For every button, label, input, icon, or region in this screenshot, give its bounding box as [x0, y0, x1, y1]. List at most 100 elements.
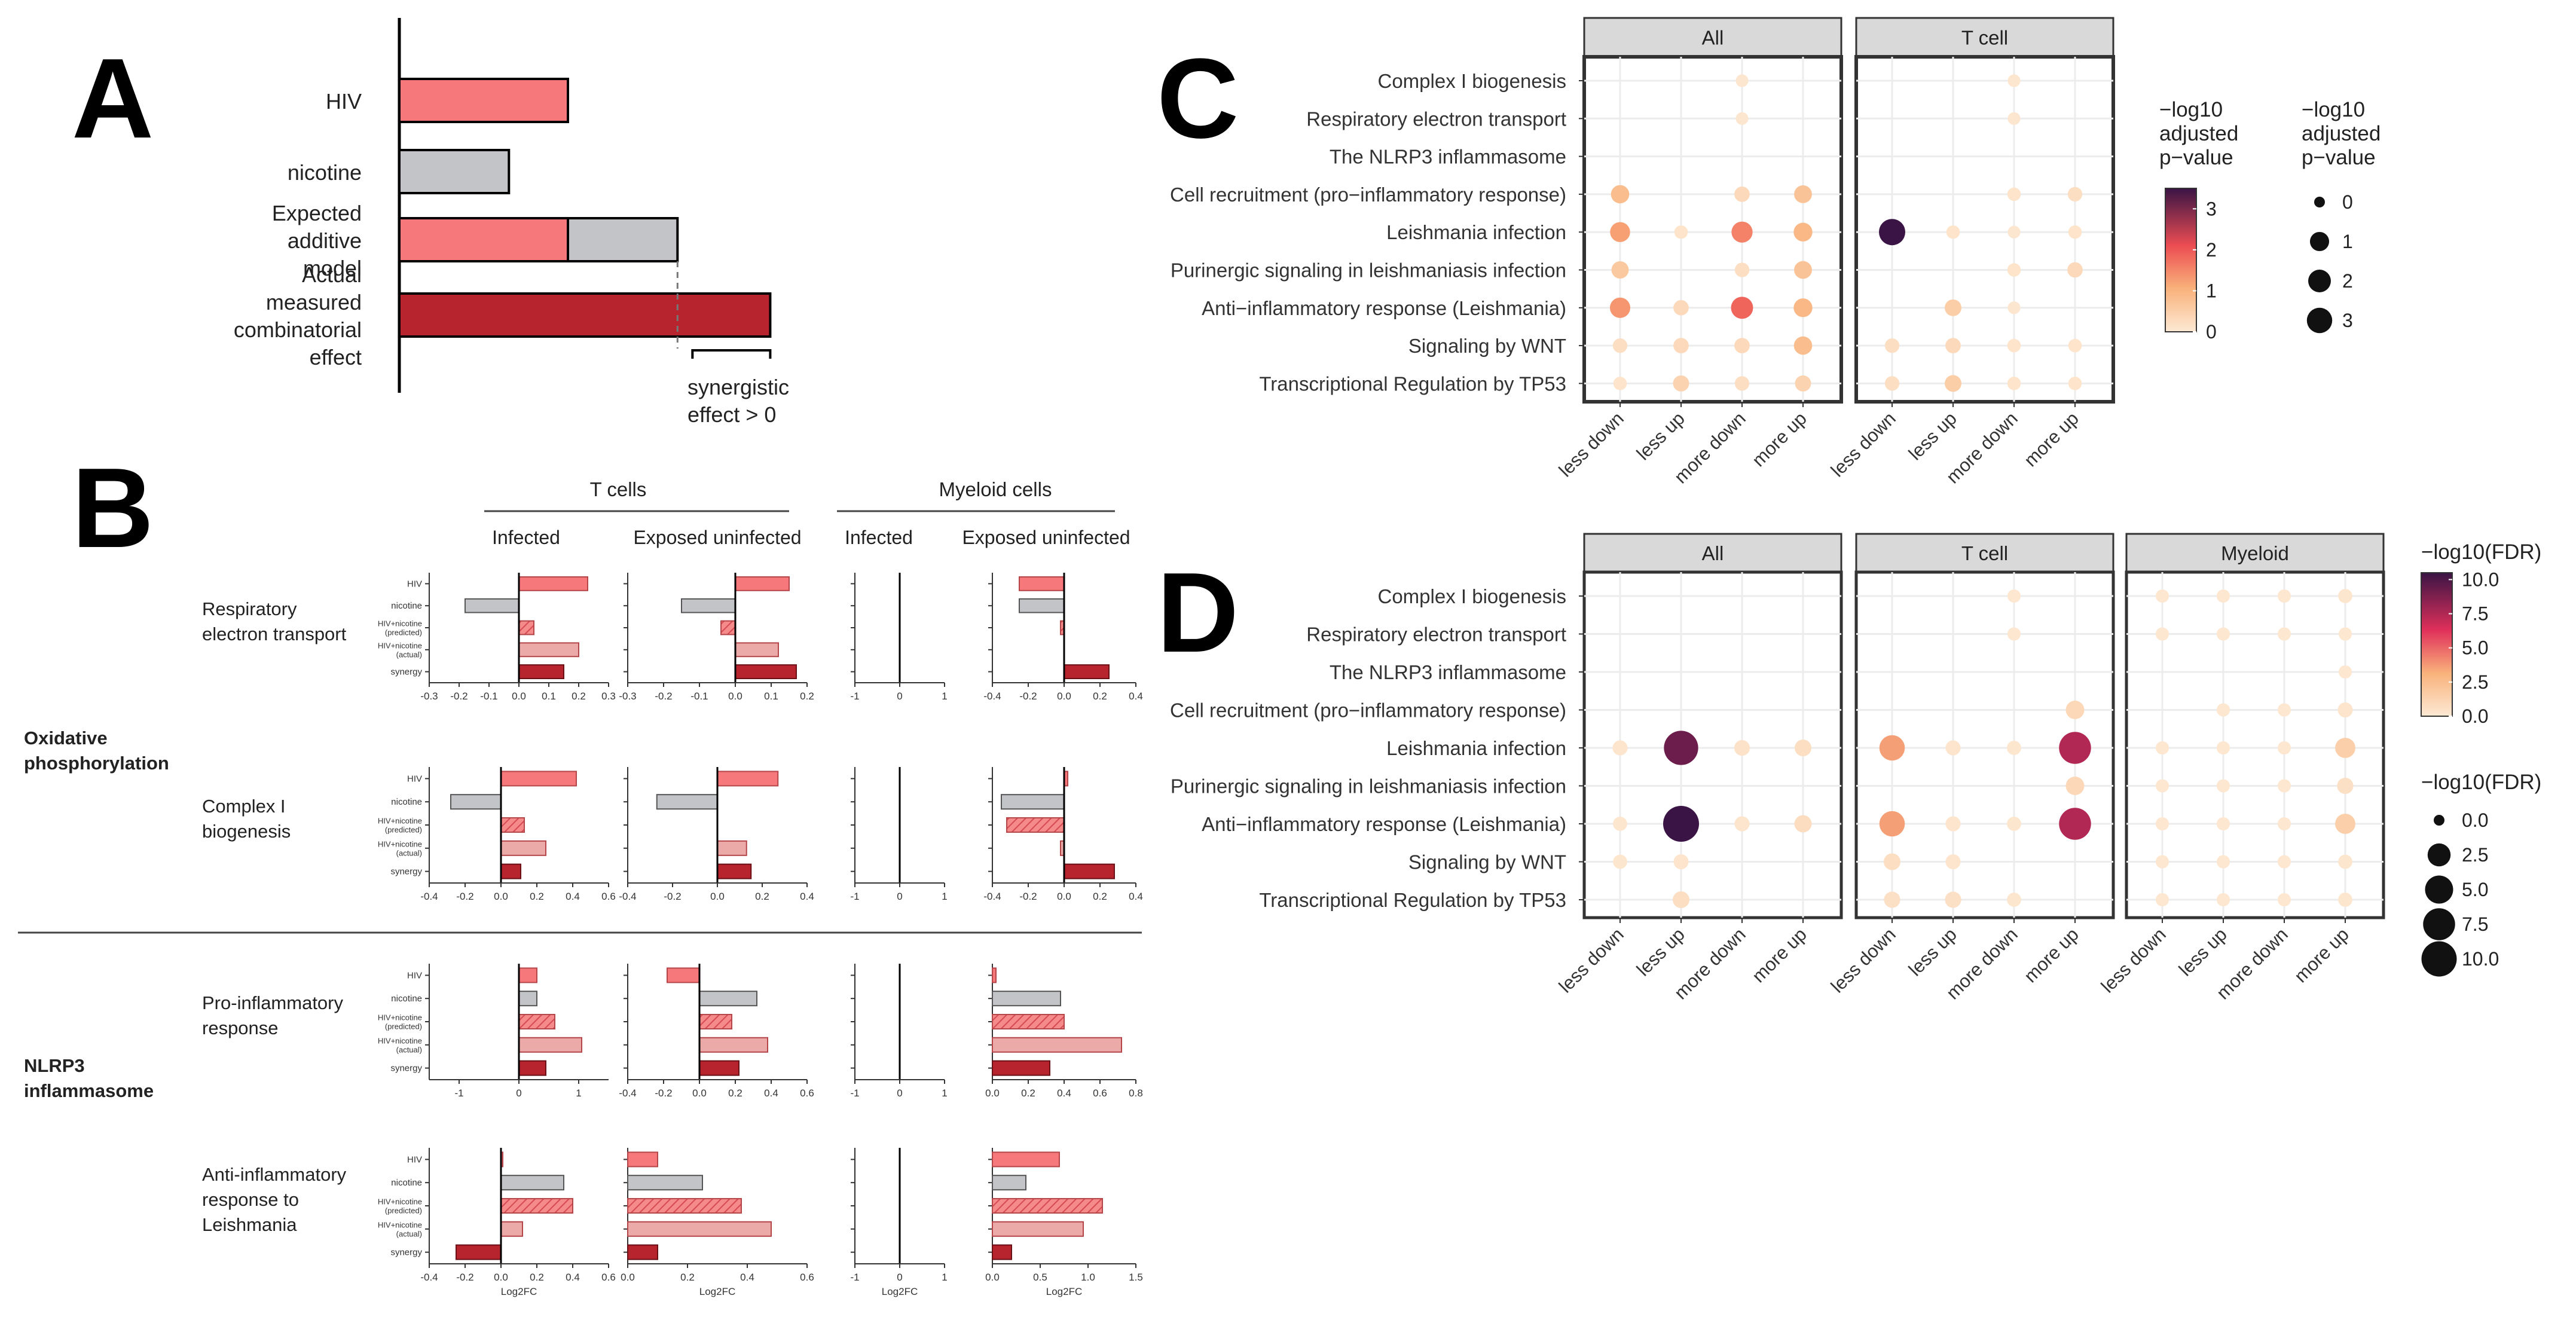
bar-synergy	[735, 664, 797, 680]
legend-tick-label: 3	[2206, 198, 2217, 219]
tick-label: 0.0	[1057, 690, 1071, 702]
bar-nicotine	[500, 1175, 564, 1191]
data-point	[2068, 225, 2082, 239]
data-point	[2007, 263, 2021, 277]
data-point	[1793, 336, 1813, 355]
data-point	[1612, 740, 1628, 756]
data-point	[2216, 817, 2230, 831]
bar-label: nicotine	[391, 994, 422, 1004]
tick-label: -0.4	[983, 891, 1001, 902]
data-point	[2337, 702, 2353, 718]
legend-size-dot	[2425, 875, 2453, 904]
tick-label: 0.6	[800, 1272, 814, 1283]
data-point	[1734, 187, 1750, 202]
data-point	[2216, 855, 2230, 869]
legend-size-dot	[2427, 843, 2451, 867]
panel-c-dot-plot: Complex I biogenesis Respiratory electron…	[1170, 17, 2381, 487]
bar-hiv-nicotine-actual-	[500, 840, 546, 856]
pathway-label: Transcriptional Regulation by TP53	[1259, 372, 1566, 395]
data-point	[1734, 740, 1750, 756]
data-point	[1945, 299, 1961, 316]
column-title: Infected	[845, 527, 913, 548]
tick-label: 0.0	[621, 1272, 635, 1283]
legend-tick-label: 1	[2206, 280, 2217, 301]
bar-label: HIV+nicotine	[378, 1036, 422, 1045]
panel-d-dot-plot: Complex I biogenesis Respiratory electron…	[1170, 533, 2541, 1003]
tick-label: 0.8	[1129, 1087, 1143, 1099]
bar-hiv	[667, 967, 700, 983]
bar-hiv	[518, 576, 588, 591]
bar-nicotine	[627, 1175, 703, 1191]
x-tick-label: less down	[1555, 408, 1628, 481]
x-axis-label: Log2FC	[1046, 1286, 1082, 1297]
data-point	[2277, 741, 2291, 755]
legend-tick-label: 1	[2342, 231, 2353, 252]
legend-title: adjusted	[2159, 122, 2238, 145]
x-tick-label: more up	[1748, 408, 1811, 470]
data-point	[2216, 589, 2230, 603]
legend-size-dot	[2306, 307, 2333, 334]
legend-size-dot	[2423, 908, 2455, 940]
bar-label: HIV	[407, 970, 422, 980]
legend-title: −log10	[2302, 98, 2365, 121]
pathway-label: Respiratory electron transport	[1306, 108, 1566, 130]
data-point	[1612, 338, 1628, 353]
tick-label: -0.1	[690, 690, 708, 702]
bar-label: nicotine	[391, 601, 422, 611]
tick-label: 0.4	[764, 1087, 778, 1099]
data-point	[2277, 893, 2291, 907]
tick-label: 0.2	[800, 690, 814, 702]
data-point	[1884, 376, 1900, 391]
category-label: additive	[288, 228, 362, 253]
legend-title: p−value	[2159, 146, 2233, 169]
data-point	[1945, 891, 1961, 908]
bar-hiv-nicotine-predicted-	[627, 1197, 742, 1214]
legend-tick-label: 2.5	[2462, 671, 2488, 693]
legend-tick-label: 0.0	[2462, 809, 2488, 831]
bar-hiv-nicotine-actual-	[992, 1221, 1084, 1237]
data-point	[1794, 739, 1812, 757]
color-legend-bar	[2421, 572, 2453, 717]
panel-letter-c: C	[1157, 35, 1239, 162]
bar-nicotine	[1001, 794, 1065, 810]
bar-hiv	[1019, 576, 1065, 591]
data-point	[1884, 338, 1900, 353]
x-tick-label: less down	[2097, 924, 2170, 997]
tick-label: -1	[454, 1087, 463, 1099]
tick-label: -0.2	[655, 1087, 672, 1099]
bar-hiv	[992, 967, 997, 983]
tick-label: -0.2	[664, 891, 681, 902]
bar-synergy	[518, 1060, 546, 1076]
facet-strip	[1855, 17, 2114, 58]
tick-label: -0.4	[619, 891, 636, 902]
tick-label: 0.0	[728, 690, 742, 702]
data-point	[2007, 225, 2021, 239]
bar-label: (predicted)	[385, 628, 422, 637]
data-point	[1734, 816, 1750, 832]
data-point	[2068, 377, 2082, 390]
annotation-text: synergistic	[687, 375, 789, 399]
data-point	[1663, 806, 1699, 842]
tick-label: 0.0	[494, 1272, 508, 1283]
bar-label: HIV+nicotine	[378, 619, 422, 628]
data-point	[2277, 855, 2291, 869]
bar-hiv	[398, 217, 569, 262]
tick-label: 0	[897, 891, 902, 902]
row-label: Complex I	[202, 796, 286, 817]
row-group-label: Oxidative	[24, 728, 108, 748]
bar-hiv-nicotine-predicted-	[720, 620, 736, 635]
data-point	[1673, 854, 1689, 870]
facet-title: T cell	[1961, 27, 2008, 49]
legend-title: adjusted	[2302, 122, 2381, 145]
tick-label: 0.1	[764, 690, 778, 702]
tick-label: 0.0	[692, 1087, 707, 1099]
bar-label: synergy	[390, 667, 422, 677]
data-point	[1795, 375, 1811, 392]
tick-label: 1	[942, 1087, 947, 1099]
x-tick-label: more up	[1748, 924, 1811, 986]
pathway-label: Leishmania infection	[1386, 221, 1566, 243]
data-point	[2067, 187, 2083, 202]
category-label: combinatorial	[234, 317, 362, 342]
bar-hiv-nicotine-actual-	[992, 1037, 1122, 1053]
data-point	[1613, 854, 1627, 869]
